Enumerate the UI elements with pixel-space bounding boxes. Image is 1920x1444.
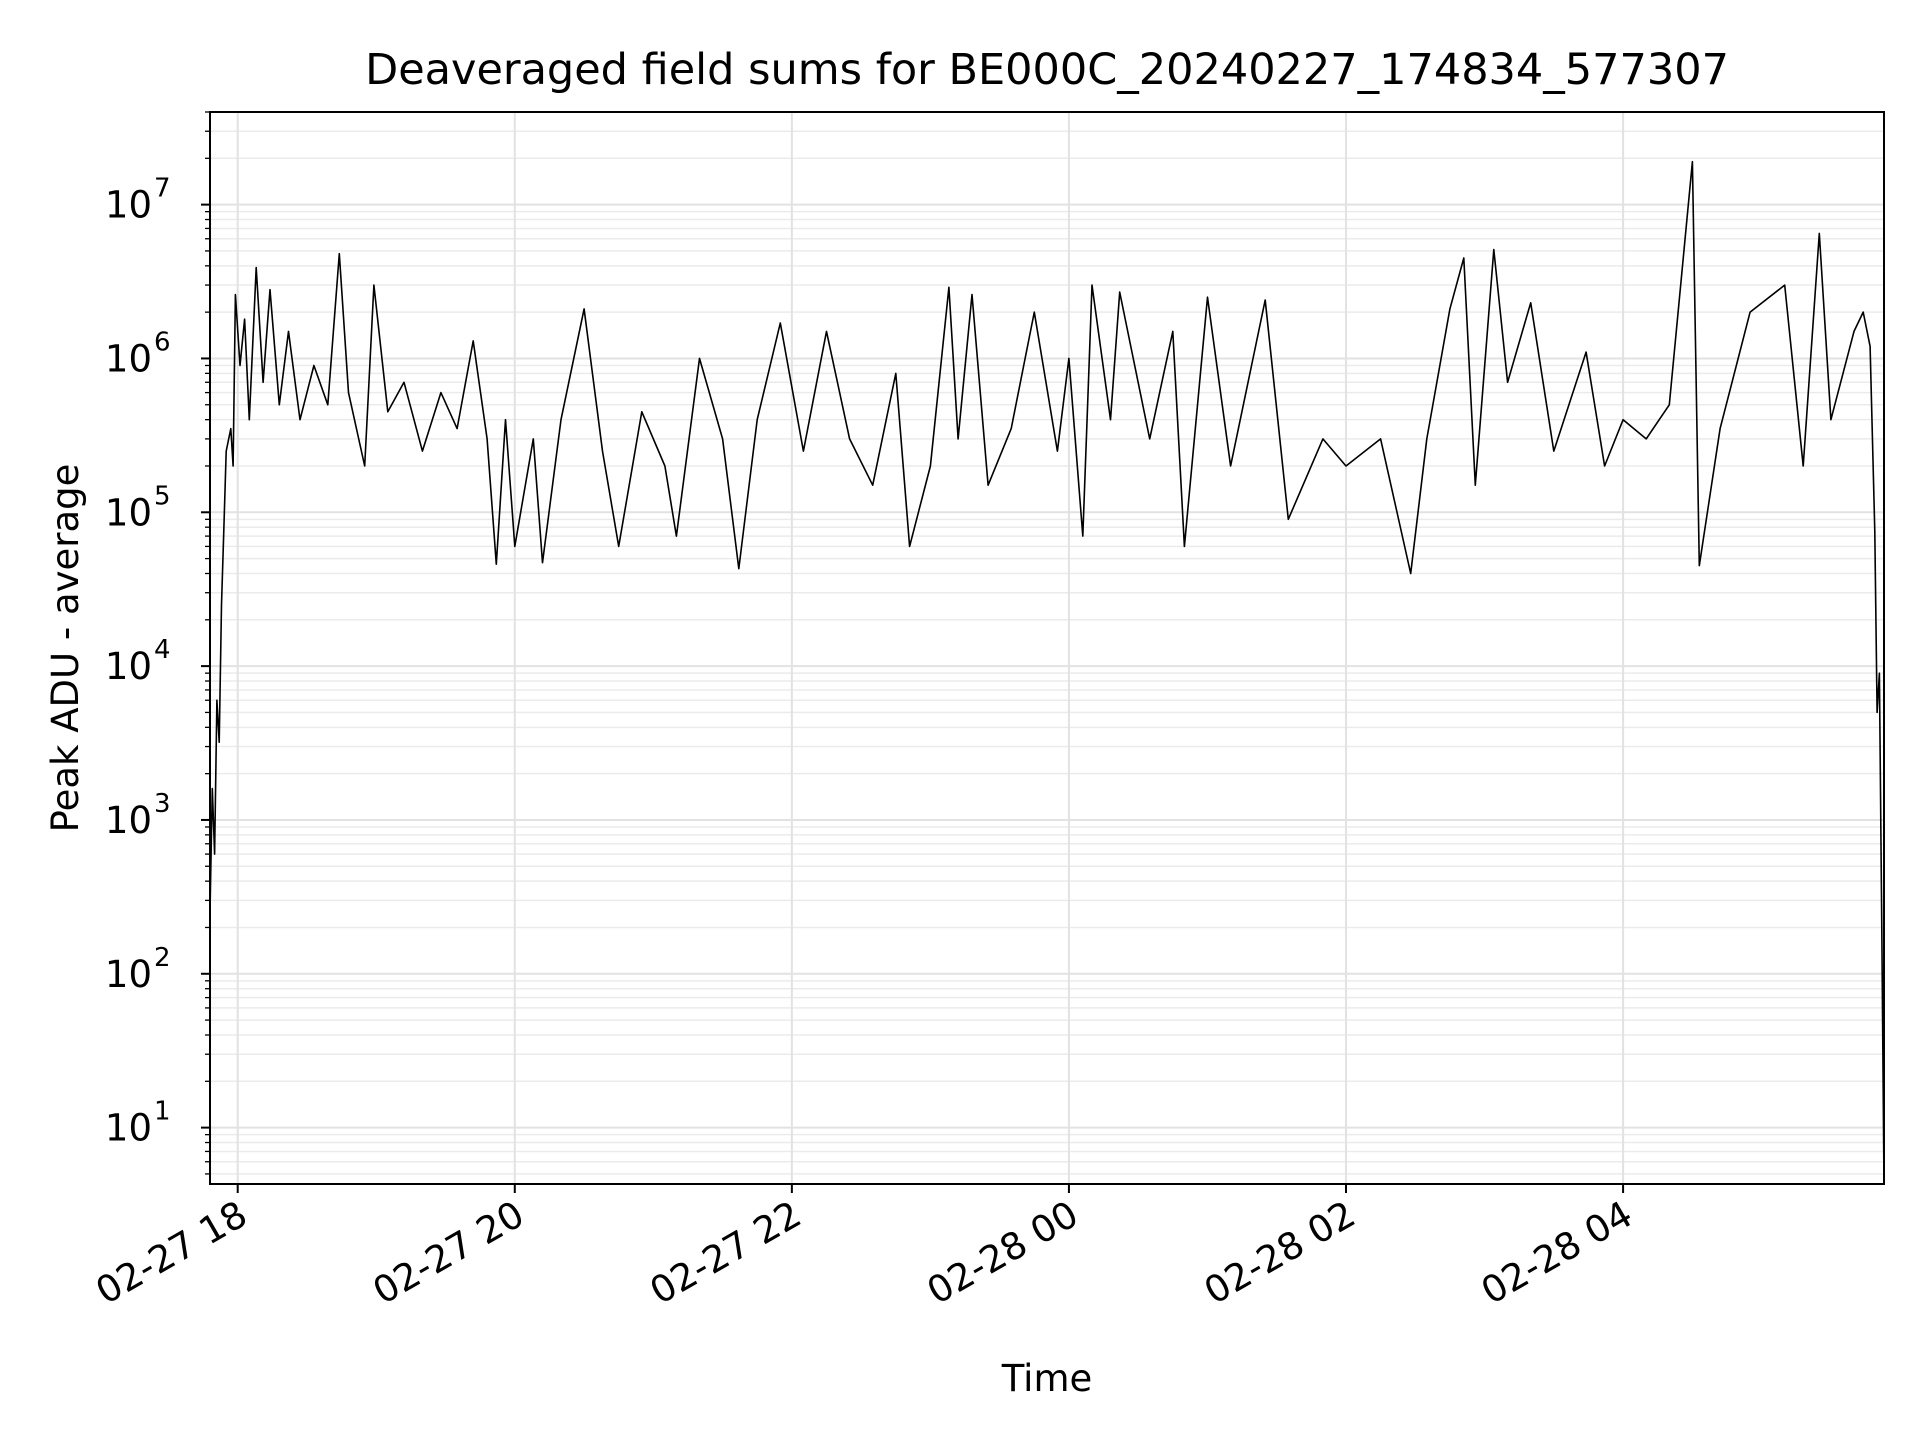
y-tick-label: 10 bbox=[105, 953, 152, 996]
grid-minor bbox=[210, 111, 1884, 1175]
y-tick-label: 10 bbox=[105, 1107, 152, 1150]
y-tick-label: 10 bbox=[105, 799, 152, 842]
y-tick-label: 10 bbox=[105, 184, 152, 227]
y-tick-label-exponent: 1 bbox=[154, 1097, 171, 1127]
chart-title: Deaveraged field sums for BE000C_2024022… bbox=[365, 45, 1729, 95]
y-tick-label-exponent: 7 bbox=[154, 174, 171, 204]
y-tick-label-exponent: 4 bbox=[154, 635, 171, 665]
y-tick-label: 10 bbox=[105, 491, 152, 534]
grid-major bbox=[210, 112, 1884, 1184]
series-line bbox=[209, 160, 1885, 1185]
x-axis-label: Time bbox=[1001, 1357, 1093, 1400]
y-tick-label: 10 bbox=[105, 645, 152, 688]
plot-frame bbox=[209, 111, 1885, 1185]
y-tick-label-exponent: 5 bbox=[154, 481, 171, 511]
y-axis-label: Peak ADU - average bbox=[44, 464, 87, 833]
y-tick-label-exponent: 6 bbox=[154, 327, 171, 357]
series-layer bbox=[209, 160, 1885, 1185]
y-tick-label-exponent: 2 bbox=[154, 943, 171, 973]
y-tick-label-exponent: 3 bbox=[154, 789, 171, 819]
y-tick-label: 10 bbox=[105, 337, 152, 380]
